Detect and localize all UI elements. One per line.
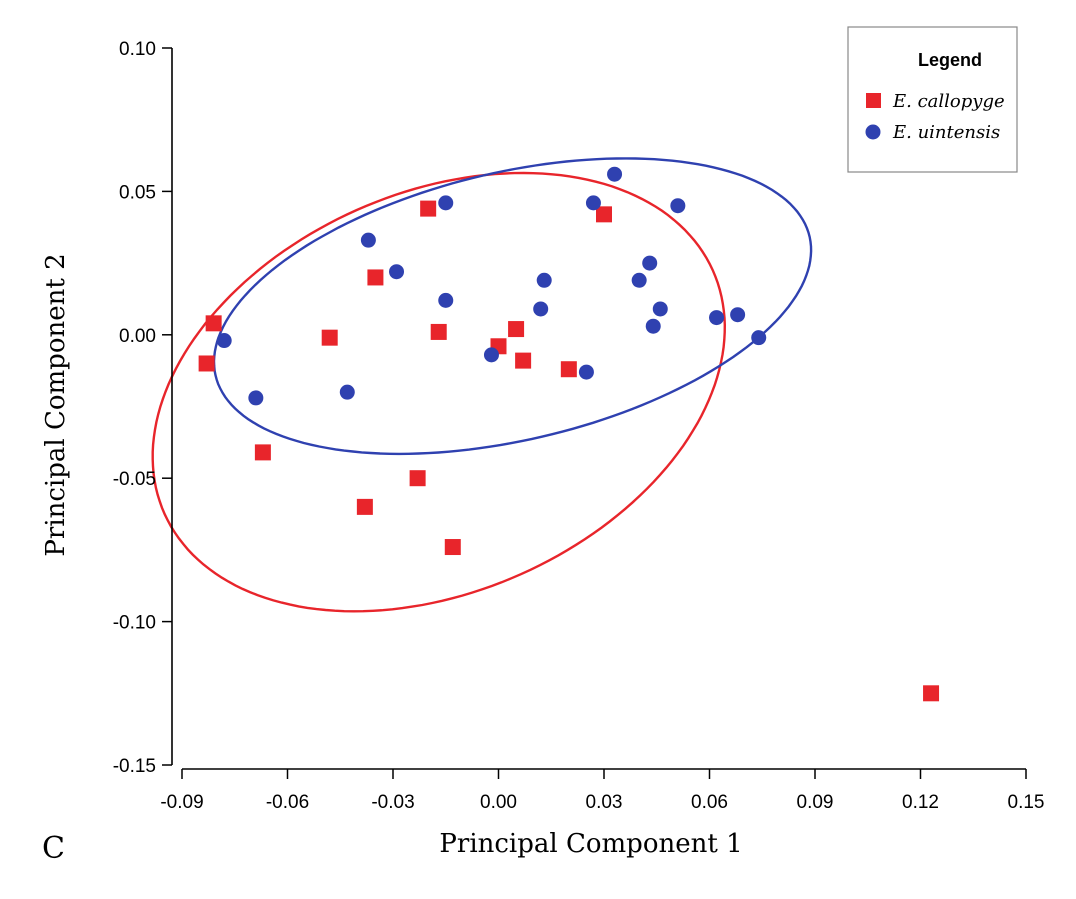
- y-tick-label: -0.05: [113, 469, 156, 490]
- legend: Legend E. callopyge E. uintensis: [847, 26, 1018, 173]
- y-tick-label: 0.10: [119, 39, 156, 60]
- x-tick-label: 0.03: [586, 792, 623, 813]
- y-axis-ticks: 0.10 0.05 0.00 -0.05 -0.10 -0.15: [113, 39, 172, 777]
- point-callopyge: [367, 269, 384, 286]
- legend-box: [847, 26, 1018, 173]
- point-callopyge: [198, 355, 215, 372]
- ellipse-callopyge: [151, 171, 727, 613]
- x-axis-ticks: -0.09 -0.06 -0.03 0.00 0.03 0.06 0.09 0.12 0.15: [160, 769, 1044, 813]
- point-uintensis: [730, 307, 746, 323]
- x-tick-label: 0.00: [480, 792, 517, 813]
- y-tick-label: 0.05: [119, 182, 156, 203]
- x-tick-label: 0.15: [1008, 792, 1045, 813]
- ellipse-uintensis: [212, 157, 813, 456]
- point-uintensis: [631, 272, 647, 288]
- point-uintensis: [585, 195, 601, 211]
- point-uintensis: [483, 347, 499, 363]
- point-uintensis: [438, 292, 454, 308]
- point-uintensis: [578, 364, 594, 380]
- x-tick-label: -0.03: [371, 792, 414, 813]
- point-callopyge: [508, 321, 525, 338]
- y-axis-title: Principal Component 2: [41, 253, 71, 556]
- point-callopyge: [430, 323, 447, 340]
- point-uintensis: [389, 264, 405, 280]
- point-uintensis: [670, 198, 686, 214]
- point-uintensis: [533, 301, 549, 317]
- point-callopyge: [596, 206, 612, 223]
- point-callopyge: [444, 539, 461, 556]
- point-uintensis: [339, 384, 355, 400]
- x-tick-label: 0.06: [691, 792, 728, 813]
- confidence-ellipses: [151, 157, 813, 613]
- axes: -0.09 -0.06 -0.03 0.00 0.03 0.06 0.09 0.12 0.15 …: [113, 39, 1045, 813]
- point-callopyge: [560, 361, 577, 378]
- legend-label-uintensis: E. uintensis: [892, 122, 1000, 143]
- point-callopyge: [923, 685, 940, 702]
- x-tick-label: -0.06: [266, 792, 309, 813]
- panel-letter: C: [42, 831, 65, 866]
- data-points: [198, 166, 940, 702]
- legend-label-callopyge: E. callopyge: [892, 91, 1005, 112]
- point-callopyge: [420, 200, 437, 217]
- x-tick-label: 0.09: [797, 792, 834, 813]
- point-uintensis: [642, 255, 658, 271]
- point-uintensis: [751, 330, 767, 346]
- point-callopyge: [356, 498, 373, 515]
- legend-title: Legend: [918, 50, 982, 70]
- point-uintensis: [536, 272, 552, 288]
- point-uintensis: [248, 390, 264, 406]
- point-callopyge: [205, 315, 222, 332]
- point-uintensis: [607, 166, 623, 182]
- x-tick-label: -0.09: [160, 792, 203, 813]
- y-tick-label: 0.00: [119, 326, 156, 347]
- y-tick-label: -0.15: [113, 756, 156, 777]
- x-axis-title: Principal Component 1: [439, 829, 742, 859]
- point-uintensis: [438, 195, 454, 211]
- x-tick-label: 0.12: [902, 792, 939, 813]
- point-uintensis: [645, 318, 661, 334]
- point-uintensis: [360, 232, 376, 248]
- y-tick-label: -0.10: [113, 613, 156, 634]
- point-callopyge: [254, 444, 271, 461]
- point-uintensis: [216, 333, 232, 349]
- legend-marker-square: [866, 93, 881, 108]
- point-uintensis: [652, 301, 668, 317]
- point-callopyge: [321, 329, 338, 346]
- point-uintensis: [709, 310, 725, 326]
- point-callopyge: [409, 470, 426, 487]
- point-callopyge: [515, 352, 532, 369]
- legend-marker-circle: [865, 124, 881, 140]
